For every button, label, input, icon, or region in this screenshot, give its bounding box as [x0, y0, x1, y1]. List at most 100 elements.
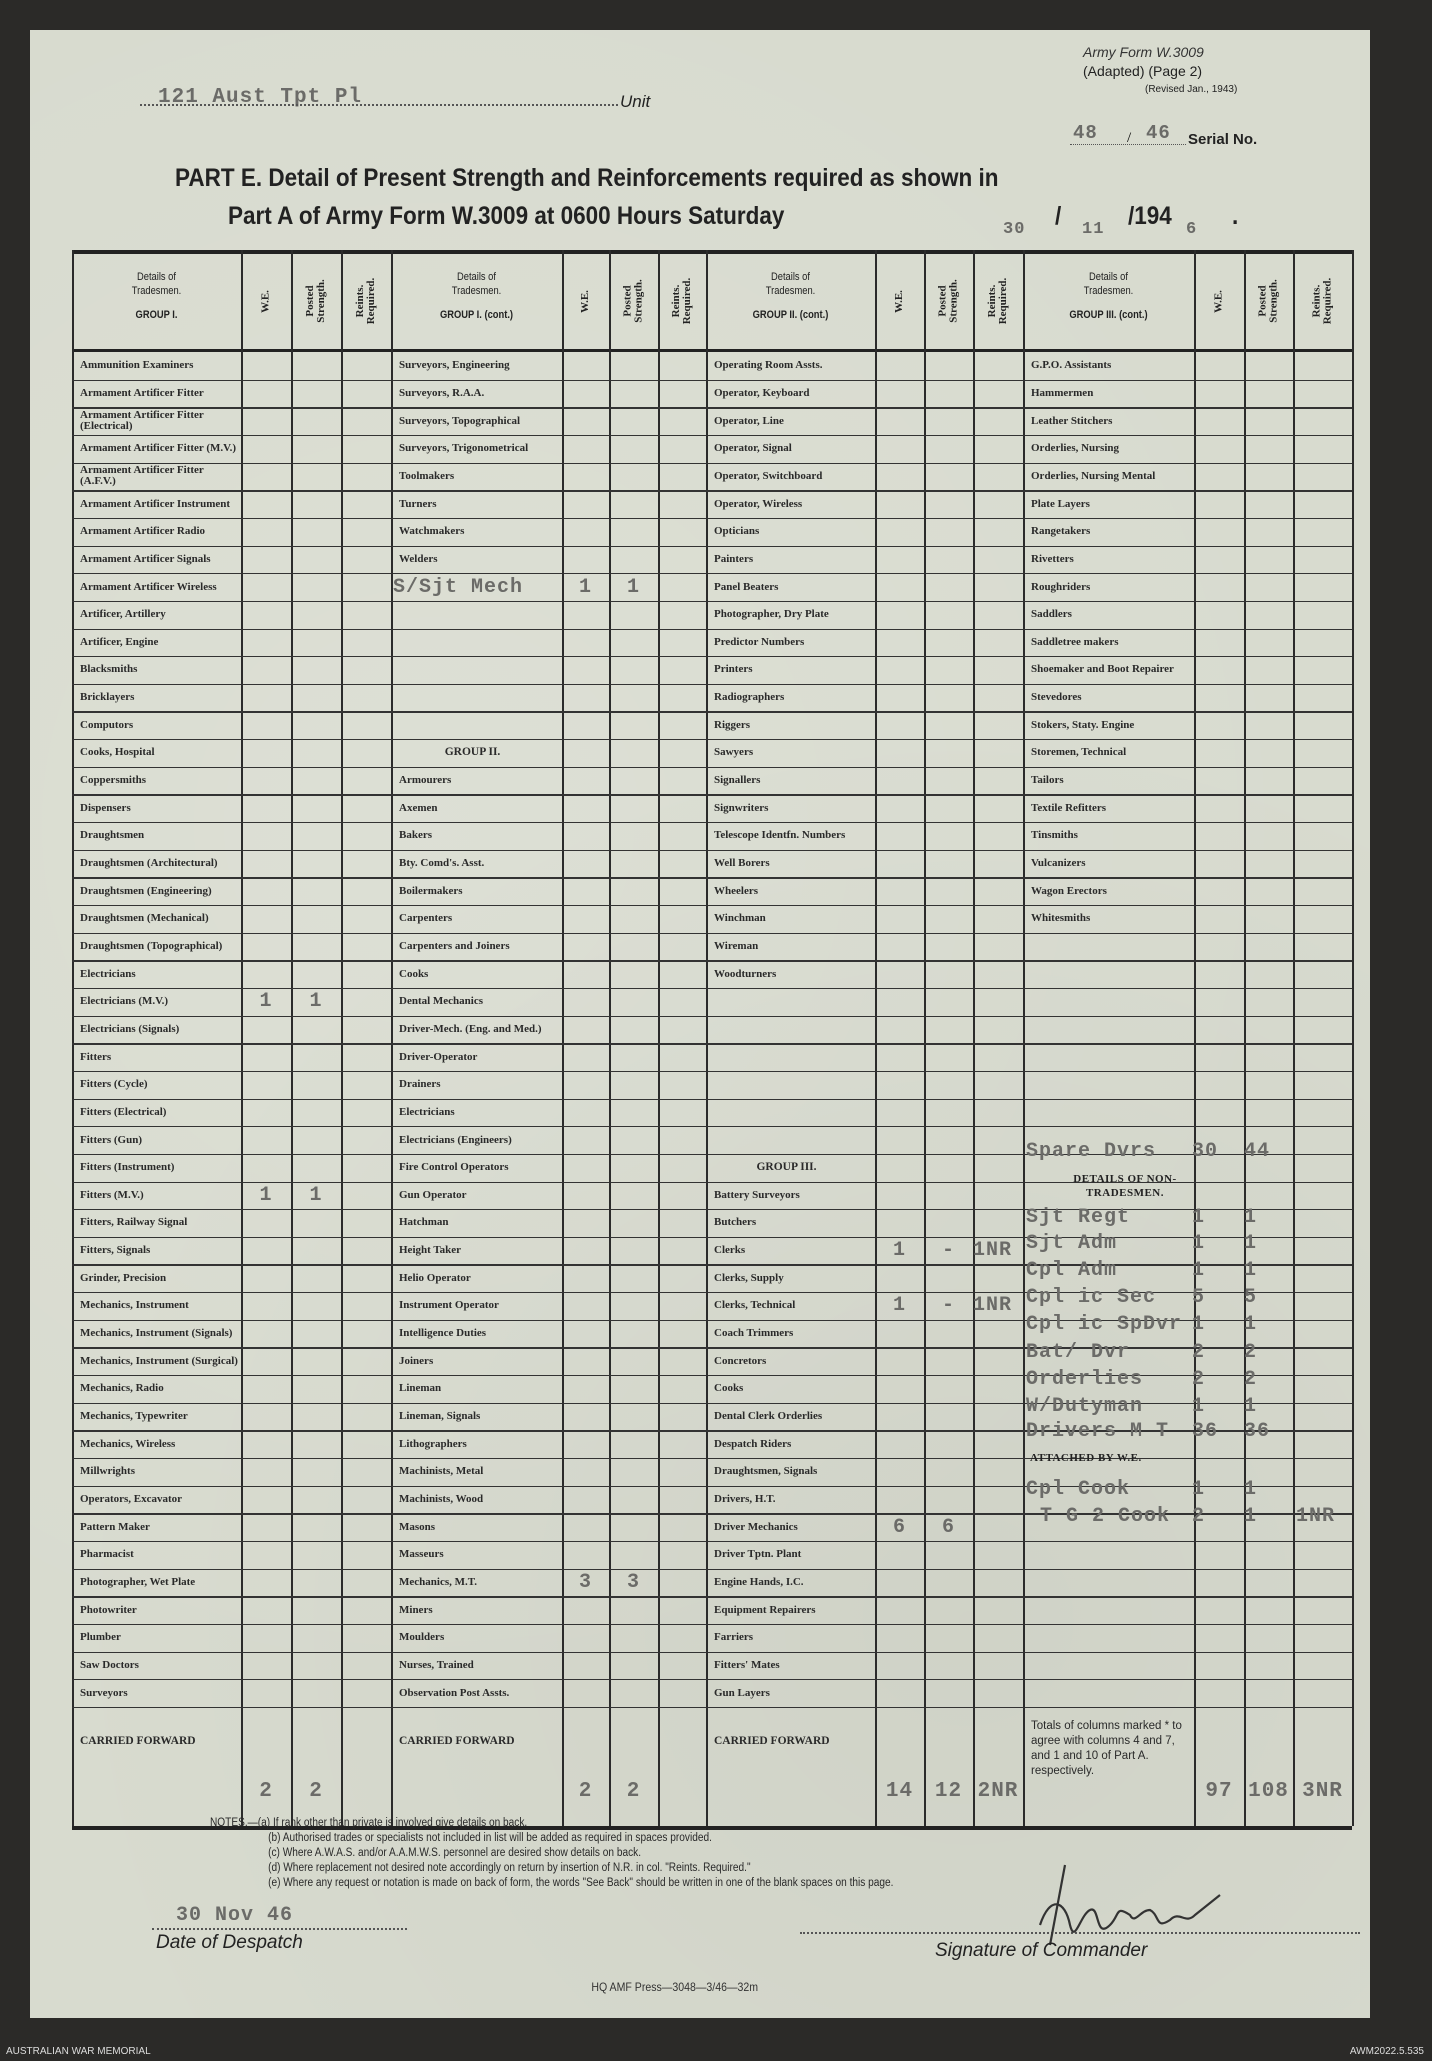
row-divider — [706, 849, 1023, 851]
row-divider — [391, 490, 706, 492]
trade-label: Wireman — [714, 939, 759, 952]
row-divider — [72, 1181, 391, 1183]
non-tradesman-entry: Cpl ic Sec — [1026, 1286, 1157, 1309]
row-divider — [72, 1347, 391, 1349]
table-top-rule — [72, 250, 1352, 254]
trade-label: Height Taker — [399, 1244, 462, 1257]
trade-label: Surveyors — [80, 1686, 128, 1699]
row-divider — [391, 545, 706, 547]
row-divider — [72, 960, 391, 962]
row-divider — [706, 1098, 1023, 1100]
row-divider — [706, 766, 1023, 769]
trade-label: Photographer, Dry Plate — [714, 608, 829, 621]
row-divider — [72, 1015, 391, 1017]
trade-label: Dental Clerk Orderlies — [714, 1410, 823, 1422]
row-divider — [1023, 987, 1352, 990]
footer-right: AWM2022.5.535 — [1349, 2046, 1424, 2057]
trade-label: Panel Beaters — [714, 580, 779, 593]
column-header-reinfs: Reints. Required. — [658, 256, 706, 346]
row-divider — [72, 932, 391, 934]
trade-label: Turners — [399, 497, 437, 510]
trade-label: Welders — [399, 552, 438, 565]
row-divider — [1023, 1209, 1352, 1211]
row-divider — [391, 1181, 706, 1183]
non-tradesman-we: 36 — [1192, 1420, 1219, 1443]
trade-label: Gun Operator — [399, 1188, 467, 1201]
row-divider — [72, 711, 391, 713]
group-label: GROUP III. (cont.) — [1069, 309, 1148, 321]
row-divider — [1023, 1264, 1352, 1266]
column-divider — [1352, 250, 1354, 1826]
row-divider — [1023, 1485, 1352, 1487]
we-label: W.E. — [259, 289, 272, 313]
row-divider — [72, 987, 391, 990]
trade-label: Armament Artificer Signals — [80, 552, 211, 565]
column-divider — [609, 250, 611, 1826]
trade-label: Driver-Operator — [399, 1050, 478, 1063]
row-divider — [72, 905, 391, 907]
row-divider — [706, 379, 1023, 381]
posted-value: - — [941, 1239, 955, 1263]
details-of-tradesmen-label: Details of Tradesmen. — [1083, 271, 1134, 297]
row-divider — [1023, 1706, 1352, 1709]
trade-label: Blacksmiths — [80, 663, 138, 676]
trade-label: Vulcanizers — [1031, 857, 1086, 869]
row-divider — [706, 683, 1023, 686]
row-divider — [72, 379, 391, 381]
trade-label: Driver Tptn. Plant — [714, 1548, 802, 1561]
trade-label: Machinists, Metal — [399, 1465, 484, 1478]
row-divider — [391, 1319, 706, 1322]
signature-dotted-line — [800, 1932, 1360, 1934]
row-divider — [1023, 877, 1352, 879]
trade-label: Wagon Erectors — [1031, 884, 1107, 897]
posted-value: 1 — [309, 990, 323, 1014]
we-value: 1 — [578, 575, 592, 599]
row-divider — [706, 1347, 1023, 1349]
non-tradesman-posted: 1 — [1244, 1259, 1258, 1282]
trade-label: Fitters (Cycle) — [80, 1078, 148, 1091]
trade-label: Lineman, Signals — [399, 1410, 481, 1422]
trade-label: Ammunition Examiners — [80, 359, 194, 372]
trade-label: Lineman — [399, 1382, 442, 1395]
row-divider — [706, 960, 1023, 962]
trade-label: Carpenters — [399, 912, 453, 925]
trade-label: Photographer, Wet Plate — [80, 1575, 196, 1588]
posted-label: Posted Strength. — [304, 279, 327, 323]
column-header-posted: Posted Strength. — [1244, 256, 1293, 346]
trade-label: Hatchman — [399, 1216, 449, 1229]
date-slash: / — [1055, 202, 1062, 230]
trade-label: Stevedores — [1031, 691, 1082, 704]
row-divider — [72, 766, 391, 769]
trade-label: Butchers — [714, 1216, 757, 1229]
trade-label: Fitters (Electrical) — [80, 1105, 167, 1118]
trade-label: Tailors — [1031, 774, 1064, 787]
row-divider — [1023, 1319, 1352, 1322]
row-divider — [72, 849, 391, 851]
trade-label: Mechanics, Wireless — [80, 1437, 176, 1450]
trade-label: Battery Surveyors — [714, 1188, 800, 1201]
note-b: (b) Authorised trades or specialists not… — [268, 1832, 712, 1844]
group-label: GROUP II. (cont.) — [752, 309, 829, 321]
form-adapted: (Adapted) (Page 2) — [1083, 63, 1203, 79]
row-divider — [1023, 1015, 1352, 1017]
row-divider — [1023, 1568, 1352, 1570]
trade-label: Mechanics, M.T. — [399, 1575, 478, 1588]
row-divider — [72, 1623, 391, 1626]
non-tradesman-entry: Cpl Adm — [1026, 1259, 1118, 1282]
trade-label: Radiographers — [714, 691, 785, 704]
column-divider — [875, 250, 877, 1826]
column-header-posted: Posted Strength. — [609, 256, 658, 346]
trade-label: Computors — [80, 718, 134, 731]
row-divider — [391, 822, 706, 824]
row-divider — [391, 1513, 706, 1515]
row-divider — [706, 1623, 1023, 1626]
row-divider — [1023, 1292, 1352, 1294]
row-divider — [72, 1402, 391, 1404]
column-divider — [706, 250, 708, 1826]
reinfs-value: 1NR — [973, 1239, 1013, 1263]
trade-label: Orderlies, Nursing — [1031, 442, 1119, 455]
row-divider — [72, 1153, 391, 1156]
trade-label: Fitters (Instrument) — [80, 1161, 175, 1174]
non-tradesman-we: 1 — [1192, 1232, 1206, 1255]
trade-label: Electricians — [80, 967, 136, 980]
